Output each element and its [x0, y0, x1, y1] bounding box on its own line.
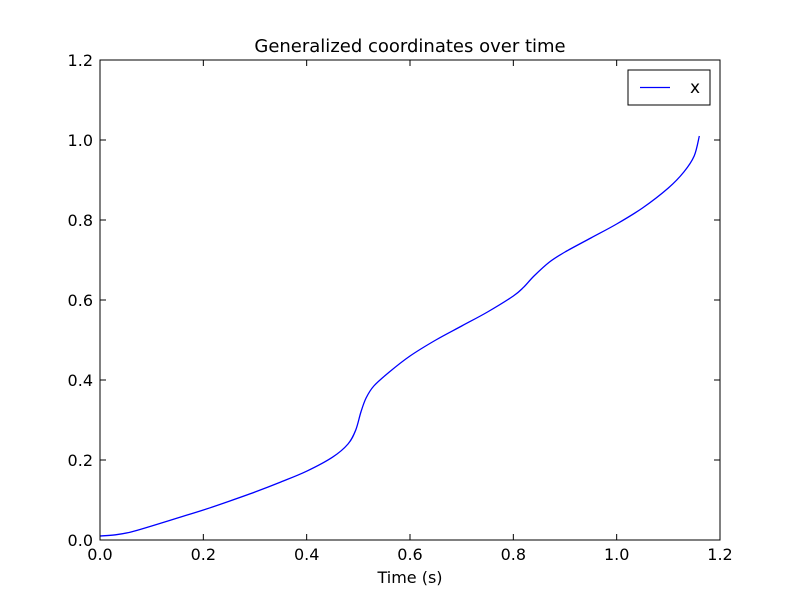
y-axis-ticks: 0.0 0.2 0.4 0.6 0.8 1.0 1.2	[68, 51, 720, 550]
y-tick-label: 0.4	[68, 371, 93, 390]
legend-label-x: x	[690, 78, 700, 98]
x-axis-ticks: 0.0 0.2 0.4 0.6 0.8 1.0 1.2	[87, 60, 733, 564]
x-tick-label: 0.6	[397, 545, 422, 564]
x-axis-label: Time (s)	[376, 568, 442, 587]
x-tick-label: 1.0	[604, 545, 629, 564]
y-tick-label: 0.8	[68, 211, 93, 230]
chart-title: Generalized coordinates over time	[254, 36, 565, 57]
y-tick-label: 0.2	[68, 451, 93, 470]
y-tick-label: 0.0	[68, 531, 93, 550]
x-tick-label: 0.4	[294, 545, 319, 564]
y-tick-label: 1.0	[68, 131, 93, 150]
plot-frame	[99, 59, 721, 541]
x-tick-label: 0.2	[191, 545, 216, 564]
legend: x	[627, 69, 711, 106]
x-tick-label: 0.0	[87, 545, 112, 564]
plot-area	[99, 135, 700, 537]
y-tick-label: 1.2	[68, 51, 93, 70]
x-tick-label: 0.8	[501, 545, 526, 564]
x-tick-label: 1.2	[707, 545, 732, 564]
y-tick-label: 0.6	[68, 291, 93, 310]
series-line-x	[99, 135, 700, 537]
